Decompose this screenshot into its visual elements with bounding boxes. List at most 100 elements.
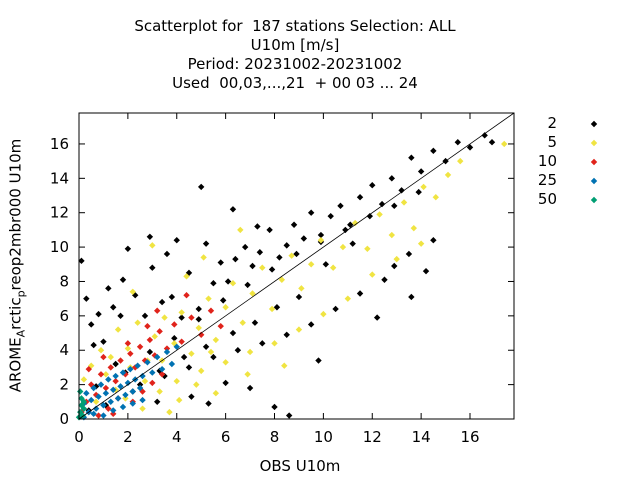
data-point	[151, 333, 158, 340]
data-point	[122, 395, 129, 402]
data-point	[195, 324, 202, 332]
data-point	[119, 369, 127, 376]
data-point	[100, 338, 107, 345]
data-point	[344, 295, 352, 302]
data-point	[271, 403, 278, 411]
data-point	[127, 350, 134, 357]
x-tick-label: 12	[363, 428, 382, 446]
data-point	[246, 348, 254, 356]
data-point	[229, 329, 237, 337]
y-axis-label-sub-a: A	[14, 329, 28, 338]
data-point	[244, 371, 251, 378]
y-tick-label: 4	[59, 341, 69, 359]
data-point	[105, 376, 112, 383]
data-point	[110, 304, 117, 311]
data-point	[117, 312, 124, 320]
data-point	[281, 362, 288, 369]
data-point	[197, 367, 205, 375]
data-point	[158, 365, 166, 373]
data-point	[129, 388, 136, 395]
data-point	[183, 273, 190, 280]
data-point	[92, 405, 100, 412]
data-point	[112, 372, 119, 380]
data-point	[102, 371, 110, 378]
data-point	[100, 412, 107, 419]
data-point	[217, 322, 224, 330]
data-point	[254, 223, 261, 230]
y-tick-label: 0	[59, 410, 69, 428]
x-axis-label: OBS U10m	[259, 457, 341, 475]
data-point	[202, 240, 210, 247]
data-point	[205, 295, 212, 302]
data-point	[92, 398, 100, 406]
data-point	[78, 402, 85, 409]
data-point	[134, 319, 141, 326]
data-point	[391, 262, 398, 270]
data-point	[154, 307, 161, 314]
data-point	[339, 243, 347, 251]
data-point	[85, 365, 92, 373]
data-point	[124, 245, 132, 253]
data-point	[107, 353, 114, 361]
x-tick-label: 4	[172, 428, 182, 446]
identity-line	[78, 112, 515, 420]
data-point	[122, 391, 129, 399]
data-point	[139, 372, 146, 380]
data-point	[102, 390, 110, 397]
data-point	[307, 321, 315, 328]
data-point	[369, 271, 376, 278]
data-point	[146, 233, 154, 240]
data-point	[168, 293, 176, 301]
chart-title-line-1: Scatterplot for 187 stations Selection: …	[134, 17, 456, 35]
data-point	[117, 383, 124, 390]
data-point	[410, 224, 418, 232]
data-point	[381, 276, 388, 283]
data-point	[173, 377, 180, 385]
data-point	[134, 362, 141, 369]
data-point	[271, 340, 278, 347]
data-point	[188, 393, 195, 400]
data-point	[146, 348, 154, 356]
data-point	[107, 364, 114, 371]
legend-label-10: 10	[537, 152, 557, 170]
data-point	[300, 235, 308, 242]
data-point	[251, 319, 259, 326]
data-point	[276, 254, 283, 261]
data-point	[105, 285, 112, 292]
y-tick-label: 2	[59, 376, 69, 394]
data-point	[154, 398, 161, 406]
data-point	[234, 347, 242, 354]
data-point	[185, 364, 193, 371]
data-point	[207, 348, 215, 356]
data-point	[129, 288, 136, 295]
data-point	[290, 221, 298, 228]
data-point	[92, 383, 100, 390]
data-point	[408, 154, 415, 161]
data-point	[95, 310, 102, 318]
data-point	[351, 219, 359, 227]
data-point	[430, 237, 437, 244]
data-point	[391, 202, 398, 210]
y-tick-label: 16	[50, 135, 69, 153]
legend-marker-50	[590, 196, 598, 204]
x-tick-label: 0	[74, 428, 84, 446]
data-point	[100, 353, 107, 361]
data-point	[124, 379, 132, 387]
data-point	[295, 293, 303, 301]
data-point	[212, 336, 220, 344]
data-point	[337, 202, 344, 210]
data-point	[239, 319, 246, 326]
series-5	[80, 140, 508, 416]
data-point	[222, 304, 229, 311]
data-point	[149, 242, 156, 249]
y-axis-label: AROMEArcticpreop2mbr000 U10m	[7, 131, 28, 401]
data-point	[488, 139, 496, 146]
data-point	[127, 365, 134, 373]
data-point	[210, 279, 217, 287]
data-point	[163, 345, 171, 352]
data-point	[349, 240, 356, 247]
data-point	[188, 350, 195, 357]
data-point	[378, 200, 386, 208]
data-point	[124, 340, 132, 347]
data-point	[95, 412, 102, 419]
